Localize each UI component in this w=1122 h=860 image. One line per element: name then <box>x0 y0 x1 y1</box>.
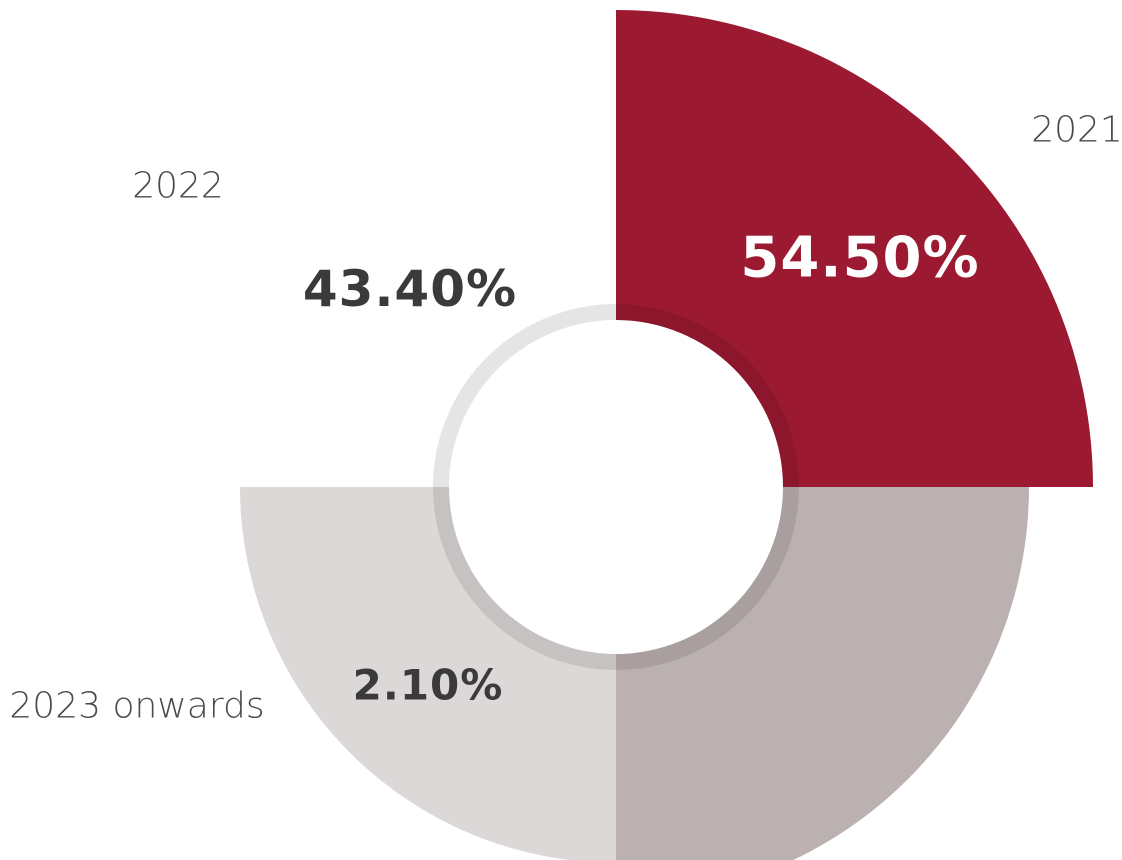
value-label-2021: 54.50% <box>740 226 979 291</box>
value-label-2022: 43.40% <box>303 260 517 318</box>
category-label-2023-onwards: 2023 onwards <box>9 686 264 727</box>
value-label-2023-onwards: 2.10% <box>353 661 504 710</box>
slice-2022 <box>616 487 1029 860</box>
category-label-2022: 2022 <box>132 166 224 207</box>
labels-group: 54.50% 2021 43.40% 2022 2.10% 2023 onwards <box>9 110 1122 727</box>
slice-2021 <box>616 10 1093 487</box>
inner-shadow-ring <box>433 304 799 670</box>
slices-group <box>240 10 1093 860</box>
category-label-2021: 2021 <box>1031 110 1122 151</box>
slice-2023-onwards <box>240 487 616 860</box>
